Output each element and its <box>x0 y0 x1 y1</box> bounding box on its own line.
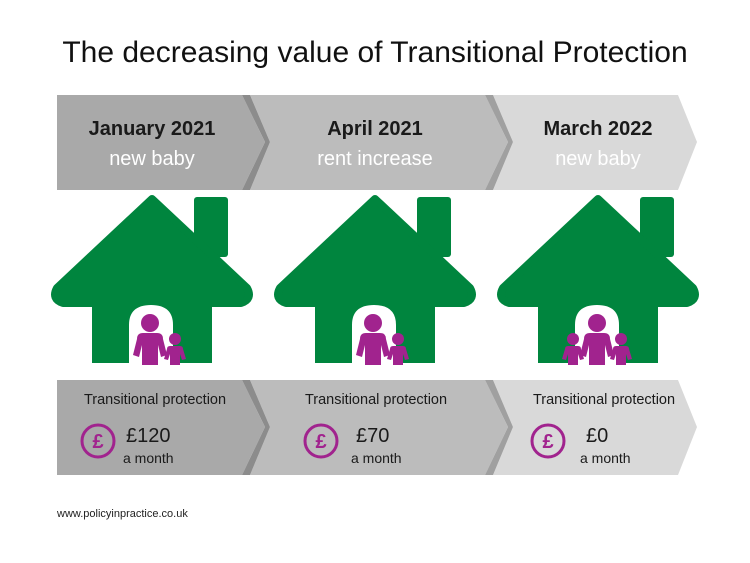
timeline-band <box>0 95 750 190</box>
stage-2-date: April 2021 <box>327 118 423 140</box>
family-icon-3 <box>562 314 632 365</box>
chevron-stage-1 <box>57 95 265 190</box>
stage-2-protection-label: Transitional protection <box>304 392 448 408</box>
family-icon-1 <box>133 314 186 365</box>
houses-row <box>0 193 750 368</box>
stage-3-protection-label: Transitional protection <box>532 392 676 408</box>
page-title: The decreasing value of Transitional Pro… <box>62 36 688 69</box>
house-icon-3 <box>501 197 695 365</box>
chevron-stage-3 <box>493 95 697 190</box>
pound-coin-icon: £ <box>530 423 566 459</box>
svg-text:£: £ <box>542 431 553 453</box>
chevron-stage-2 <box>250 95 508 190</box>
stage-3-period: a month <box>580 450 631 466</box>
family-icon-2 <box>356 314 409 365</box>
stage-3-amount: £0 <box>586 425 609 447</box>
stage-1-period: a month <box>123 450 174 466</box>
stage-2-event: rent increase <box>317 148 433 170</box>
stage-3-date: March 2022 <box>543 118 653 140</box>
stage-2-period: a month <box>351 450 402 466</box>
house-icon-1 <box>55 197 249 365</box>
svg-text:£: £ <box>315 431 326 453</box>
stage-1-amount: £120 <box>126 425 171 447</box>
footer-url: www.policyinpractice.co.uk <box>57 508 188 520</box>
pound-coin-icon: £ <box>80 423 116 459</box>
svg-text:£: £ <box>92 431 103 453</box>
house-icon-2 <box>278 197 472 365</box>
pound-coin-icon: £ <box>303 423 339 459</box>
protection-band <box>0 380 750 475</box>
stage-1-date: January 2021 <box>88 118 216 140</box>
stage-1-protection-label: Transitional protection <box>83 392 227 408</box>
stage-3-event: new baby <box>555 148 641 170</box>
stage-1-event: new baby <box>109 148 195 170</box>
stage-2-amount: £70 <box>356 425 390 447</box>
